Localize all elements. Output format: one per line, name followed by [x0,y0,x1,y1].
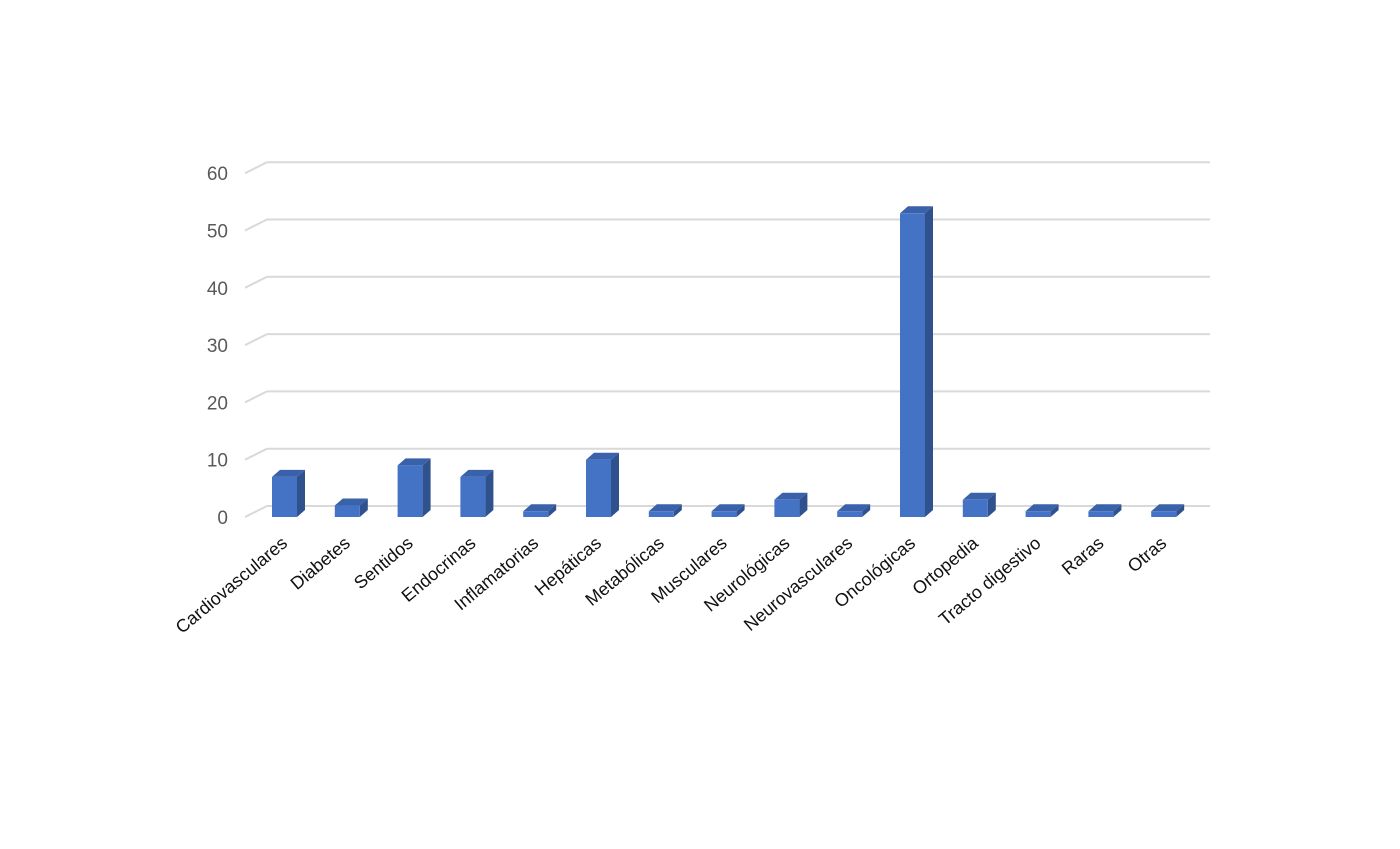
bar-top [334,498,368,506]
grid-diagonal [244,333,268,346]
grid-diagonal [244,447,268,461]
bar-side [925,206,933,517]
bar [397,458,431,517]
y-tick-label: 50 [207,222,228,243]
bar-side [1113,504,1122,517]
bar-side [359,498,368,517]
bar-top [837,504,871,512]
bar-top [648,504,682,512]
bar-side [862,504,871,517]
x-tick-label: Otras [1124,533,1171,577]
bar-top [523,504,557,512]
grid-diagonal [244,161,268,175]
bar-front [1088,511,1114,517]
bar-front [962,499,988,517]
bar-front [272,476,297,517]
grid-diagonal [244,275,268,289]
x-axis-labels: CardiovascularesDiabetesSentidosEndocrin… [172,532,1171,637]
bar-top [272,469,305,477]
bar-top [774,492,808,500]
bar-top [1088,504,1122,512]
bar [774,492,808,517]
bar-side [611,452,619,517]
y-tick-label: 0 [217,508,228,529]
bar [837,504,871,517]
bar-side [987,492,996,517]
grid-diagonal [244,505,268,518]
bar-side [422,458,431,517]
bar-top [1151,504,1185,512]
bar-front [900,213,925,517]
bar [460,469,494,517]
bar [272,469,305,517]
bar-side [297,469,305,517]
bar [1088,504,1122,517]
bar [648,504,682,517]
x-tick-label: Cardiovasculares [172,533,291,638]
bar-top [900,206,933,214]
y-tick-label: 60 [207,164,228,185]
y-tick-label: 40 [207,279,228,300]
y-tick-label: 30 [207,336,228,357]
bar-side [548,504,557,517]
grid-diagonal [244,218,268,232]
bar [1151,504,1185,517]
bar-side [1050,504,1059,517]
bar [586,452,619,517]
bar [334,498,368,517]
bar [711,504,745,517]
bars [272,206,1185,517]
bar-front [523,511,549,517]
y-axis-ticks: 0 10 20 30 40 50 60 [207,164,228,529]
bar-front [837,511,863,517]
bar-front [397,465,423,517]
bar-front [586,459,611,517]
bar-front [460,476,486,517]
x-tick-label: Neurovasculares [740,533,856,635]
bar-top [962,492,996,500]
x-tick-label: Raras [1058,533,1108,579]
bar-side [673,504,682,517]
grid-diagonal [244,390,268,404]
gridlines [244,161,1210,518]
bar [962,492,996,517]
y-tick-label: 10 [207,451,228,472]
bar-side [1176,504,1185,517]
x-tick-label: Diabetes [287,533,354,594]
bar-side [736,504,745,517]
bar-front [334,505,360,517]
bar-top [586,452,619,460]
bar-top [711,504,745,512]
bar-front [1151,511,1177,517]
y-tick-label: 20 [207,393,228,414]
bar [900,206,933,517]
bar-front [711,511,737,517]
bar-front [648,511,674,517]
bar-top [397,458,431,466]
bar-top [1025,504,1059,512]
bar-side [485,469,494,517]
bar-side [799,492,808,517]
bar-front [1025,511,1051,517]
bar-front [774,499,800,517]
bar [1025,504,1059,517]
bar-top [460,469,494,477]
bar [523,504,557,517]
